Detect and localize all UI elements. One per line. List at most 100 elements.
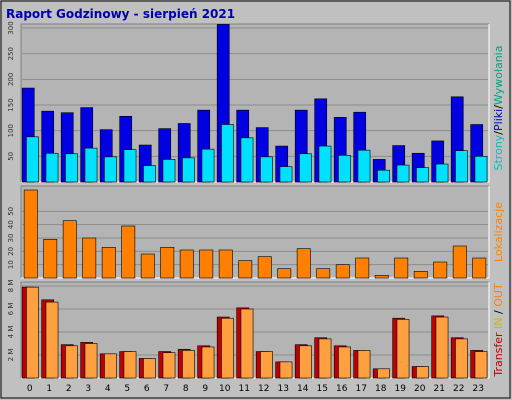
x-tick-label: 13 — [278, 384, 289, 394]
bar-visits-s0-8 — [179, 249, 194, 279]
panel-area — [21, 282, 489, 378]
bar-top-s1-17 — [357, 149, 371, 183]
chart-title: Raport Godzinowy - sierpień 2021 — [6, 7, 235, 21]
x-tick-label: 2 — [66, 384, 72, 394]
bar-visits-s0-4 — [101, 247, 116, 279]
bar-visits-s0-22 — [452, 245, 467, 279]
y-tick-label: 300 — [7, 21, 15, 34]
y-tick-label: 150 — [7, 98, 15, 111]
panel-hits-files: 50 100 150 200 250 300 — [7, 21, 490, 183]
bar-top-s1-6 — [143, 165, 156, 183]
x-tick-label: 14 — [297, 384, 309, 394]
bar-visits-s0-19 — [394, 257, 409, 279]
side-label-visits: Lokalizacje — [492, 202, 505, 262]
side-label-part: Wywołania — [492, 46, 505, 106]
bar-visits-s0-10 — [218, 249, 233, 279]
x-tick-label: 22 — [453, 384, 464, 394]
bar-visits-s0-6 — [140, 253, 155, 279]
bar-visits-s0-17 — [355, 257, 370, 279]
bar-visits-s0-5 — [121, 225, 136, 279]
x-tick-label: 0 — [27, 384, 33, 394]
bar-visits-s0-15 — [316, 268, 331, 279]
panel-highlight-edge — [21, 24, 490, 183]
x-tick-label: 23 — [473, 384, 484, 394]
side-label-part: IN — [492, 317, 505, 328]
bar-transfer-s1-19 — [396, 319, 410, 379]
x-tick-label: 7 — [163, 384, 169, 394]
bar-top-s1-7 — [162, 159, 176, 183]
bar-top-s1-9 — [201, 148, 215, 183]
x-axis-hours: 0 1 2 3 4 5 6 7 8 9 10 11 12 13 14 15 16 17 18 19 20 21 22 23 — [27, 384, 484, 394]
bar-top-s1-21 — [435, 163, 449, 183]
side-label-hits-files: Strony/Pliki/Wywołania — [492, 46, 505, 171]
bar-transfer-s1-8 — [182, 350, 195, 379]
bar-top-s1-1 — [45, 152, 59, 183]
side-label-part: Transfer — [492, 332, 505, 378]
panel-shadow-edge — [20, 281, 489, 378]
y-tick-label: 50 — [7, 152, 15, 161]
bar-transfer-s1-2 — [65, 345, 78, 379]
bar-visits-s0-13 — [277, 268, 292, 279]
y-tick-label: 200 — [7, 73, 15, 86]
x-tick-label: 20 — [414, 384, 426, 394]
y-tick-label: 30 — [7, 234, 15, 243]
bar-top-s1-11 — [240, 137, 254, 183]
bar-transfer-s1-14 — [299, 345, 312, 379]
bar-visits-s0-2 — [62, 220, 77, 279]
bar-transfer-s1-10 — [221, 317, 234, 379]
y-tick-label: 6 M — [7, 303, 15, 316]
bar-visits-s0-12 — [257, 256, 272, 279]
x-tick-label: 4 — [105, 384, 111, 394]
side-label-part: OUT — [492, 283, 505, 307]
x-tick-label: 16 — [336, 384, 348, 394]
panel-area — [21, 186, 489, 278]
x-tick-label: 12 — [258, 384, 269, 394]
bar-top-s1-2 — [65, 153, 78, 183]
panel-highlight-edge — [21, 186, 490, 279]
bar-top-s1-18 — [377, 169, 390, 183]
bar-transfer-s1-0 — [26, 286, 39, 379]
bar-visits-s0-21 — [433, 261, 448, 279]
y-tick-label: 50 — [7, 207, 15, 216]
bar-top-s1-5 — [123, 149, 137, 183]
x-tick-label: 3 — [85, 384, 91, 394]
bar-visits-s0-1 — [43, 239, 58, 279]
x-tick-label: 6 — [144, 384, 150, 394]
side-label-part: Strony — [492, 134, 505, 170]
bar-transfer-s1-20 — [416, 366, 429, 379]
x-tick-label: 18 — [375, 384, 387, 394]
bar-transfer-s1-21 — [435, 316, 449, 379]
bar-visits-s0-16 — [335, 264, 350, 279]
bar-transfer-s1-15 — [318, 338, 332, 379]
panel-visits: 10 20 30 40 50 — [7, 185, 490, 279]
bar-top-s1-12 — [260, 156, 273, 183]
panel-area — [21, 24, 489, 182]
x-tick-label: 17 — [356, 384, 367, 394]
y-tick-label: 250 — [7, 47, 15, 60]
bar-top-s1-4 — [104, 156, 117, 183]
y-tick-label: 8 M — [7, 280, 15, 293]
x-tick-label: 19 — [395, 384, 407, 394]
bar-top-s1-3 — [84, 147, 98, 183]
bar-top-s1-23 — [474, 156, 488, 183]
bar-visits-s0-23 — [472, 257, 487, 279]
bar-visits-s0-9 — [199, 249, 214, 279]
bar-top-s1-10 — [221, 124, 234, 183]
x-tick-label: 21 — [434, 384, 445, 394]
x-tick-label: 1 — [46, 384, 52, 394]
bar-visits-s0-20 — [413, 271, 428, 279]
bar-transfer-s1-4 — [104, 353, 117, 379]
bar-transfer-s1-7 — [162, 352, 176, 379]
bar-transfer-s1-9 — [201, 346, 215, 379]
side-label-part: / — [492, 105, 505, 109]
panel-highlight-edge — [21, 282, 490, 379]
bar-top-s1-20 — [416, 167, 429, 183]
bar-transfer-s1-16 — [338, 346, 351, 379]
bar-transfer-s1-1 — [45, 301, 59, 379]
bar-transfer-s1-6 — [143, 358, 156, 379]
bar-visits-s0-0 — [23, 189, 38, 279]
panel-shadow-edge — [20, 23, 489, 182]
panel-shadow-edge — [20, 185, 489, 278]
